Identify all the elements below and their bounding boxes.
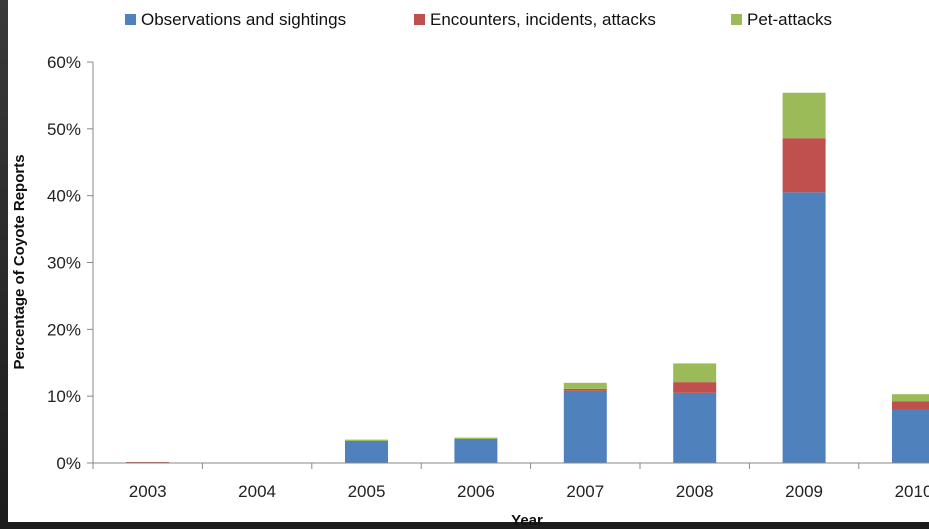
y-tick-label: 30% bbox=[47, 254, 81, 273]
x-axis: 2003 2004 2005 2006 2007 2008 2009 2010 bbox=[92, 462, 929, 501]
y-axis: 0% 10% 20% 30% 40% 50% 60% bbox=[47, 53, 94, 473]
bar-segment-1-2006 bbox=[454, 438, 498, 463]
legend: Observations and sightings Encounters, in… bbox=[125, 10, 832, 29]
y-tick-label: 50% bbox=[47, 120, 81, 139]
legend-swatch bbox=[731, 14, 742, 25]
x-tick-label: 2003 bbox=[129, 482, 167, 501]
bar-segment-1-2005 bbox=[345, 440, 388, 463]
y-tick-label: 10% bbox=[47, 387, 81, 406]
bar-segment-3-2006 bbox=[454, 437, 498, 439]
legend-label: Encounters, incidents, attacks bbox=[430, 10, 656, 29]
x-tick-label: 2005 bbox=[348, 482, 386, 501]
bar-segment-2-2003 bbox=[126, 461, 170, 463]
bar-segment-3-2005 bbox=[345, 439, 388, 441]
y-tick-label: 60% bbox=[47, 53, 81, 72]
bar-segment-2-2008 bbox=[673, 382, 717, 393]
bar-segment-3-2008 bbox=[673, 363, 717, 383]
bar-segment-3-2009 bbox=[782, 92, 826, 139]
legend-swatch bbox=[414, 14, 425, 25]
legend-label: Observations and sightings bbox=[141, 10, 346, 29]
bar-segment-3-2007 bbox=[563, 382, 607, 389]
y-tick-label: 20% bbox=[47, 320, 81, 339]
x-tick-label: 2010 bbox=[895, 482, 929, 501]
x-tick-label: 2004 bbox=[238, 482, 276, 501]
y-axis-title: Percentage of Coyote Reports bbox=[11, 154, 28, 369]
bars bbox=[126, 92, 929, 463]
bar-segment-1-2009 bbox=[782, 192, 826, 463]
chart-panel bbox=[8, 0, 929, 522]
x-tick-label: 2008 bbox=[676, 482, 714, 501]
x-tick-label: 2007 bbox=[566, 482, 604, 501]
bar-segment-1-2010 bbox=[892, 409, 929, 463]
bar-segment-1-2008 bbox=[673, 392, 717, 463]
bar-segment-1-2007 bbox=[563, 390, 607, 463]
x-tick-label: 2006 bbox=[457, 482, 495, 501]
y-tick-label: 0% bbox=[56, 454, 81, 473]
x-tick-label: 2009 bbox=[785, 482, 823, 501]
bar-segment-2-2009 bbox=[782, 138, 826, 193]
legend-label: Pet-attacks bbox=[747, 10, 832, 29]
x-axis-title: Year bbox=[511, 512, 543, 529]
bar-segment-3-2010 bbox=[892, 394, 929, 402]
bar-segment-2-2007 bbox=[563, 388, 607, 391]
legend-swatch bbox=[125, 14, 136, 25]
bar-segment-2-2010 bbox=[892, 401, 929, 410]
y-tick-label: 40% bbox=[47, 187, 81, 206]
